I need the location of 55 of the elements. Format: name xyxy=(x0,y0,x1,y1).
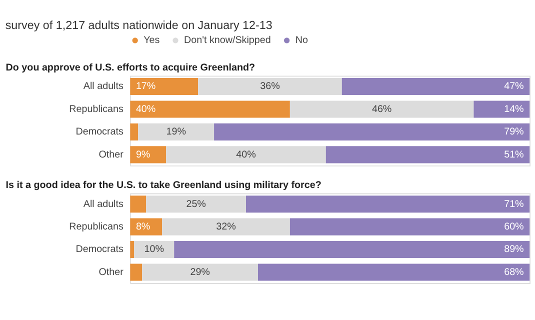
data-label: 32% xyxy=(216,222,236,233)
bar xyxy=(326,146,530,164)
data-label: 46% xyxy=(372,104,392,115)
data-label: 14% xyxy=(504,104,524,115)
data-label: 47% xyxy=(504,81,524,92)
y-tick-label: Republicans xyxy=(69,222,124,233)
data-label: 71% xyxy=(504,198,524,210)
bar xyxy=(174,241,530,258)
data-label: 19% xyxy=(166,126,186,138)
data-label: 60% xyxy=(504,222,524,233)
bar xyxy=(130,123,138,140)
data-label: 29% xyxy=(190,266,210,278)
bar xyxy=(246,196,530,213)
bar xyxy=(130,146,166,164)
bar xyxy=(166,146,326,164)
y-tick-label: Democrats xyxy=(76,126,124,138)
data-label: 10% xyxy=(144,244,164,256)
bar xyxy=(138,123,214,140)
data-label: 89% xyxy=(504,244,524,256)
data-label: 8% xyxy=(136,222,150,233)
legend-label: No xyxy=(295,35,308,46)
bar xyxy=(162,218,290,236)
data-label: 51% xyxy=(504,149,524,160)
data-label: 9% xyxy=(136,149,150,160)
bar xyxy=(142,264,258,281)
data-label: 25% xyxy=(186,198,206,210)
legend-label: Yes xyxy=(144,35,160,46)
data-label: 79% xyxy=(504,126,524,138)
bar xyxy=(130,78,198,96)
data-label: 68% xyxy=(504,266,524,278)
y-tick-label: Republicans xyxy=(69,104,124,115)
bar xyxy=(290,100,474,118)
bar xyxy=(290,218,530,236)
bar xyxy=(130,241,134,258)
chart-subtitle: Is it a good idea for the U.S. to take Greenland using military force? xyxy=(6,180,322,191)
data-label: 40% xyxy=(136,104,156,115)
y-tick-label: Democrats xyxy=(76,244,124,256)
bar xyxy=(474,100,530,118)
y-tick-label: All adults xyxy=(83,81,124,92)
bar xyxy=(214,123,530,140)
bar xyxy=(130,100,290,118)
legend-label: Don't know/Skipped xyxy=(184,35,271,46)
bar xyxy=(130,196,146,213)
bar xyxy=(258,264,530,281)
bar xyxy=(146,196,246,213)
chart-title: survey of 1,217 adults nationwide on January 12-13 xyxy=(5,19,272,32)
data-label: 40% xyxy=(236,149,256,160)
data-label: 17% xyxy=(136,81,156,92)
y-tick-label: Other xyxy=(98,149,124,160)
bar xyxy=(342,78,530,96)
bar xyxy=(130,264,142,281)
y-tick-label: Other xyxy=(98,266,124,278)
y-tick-label: All adults xyxy=(83,198,124,210)
chart-subtitle: Do you approve of U.S. efforts to acquire Greenland? xyxy=(6,62,256,74)
data-label: 36% xyxy=(260,81,280,92)
